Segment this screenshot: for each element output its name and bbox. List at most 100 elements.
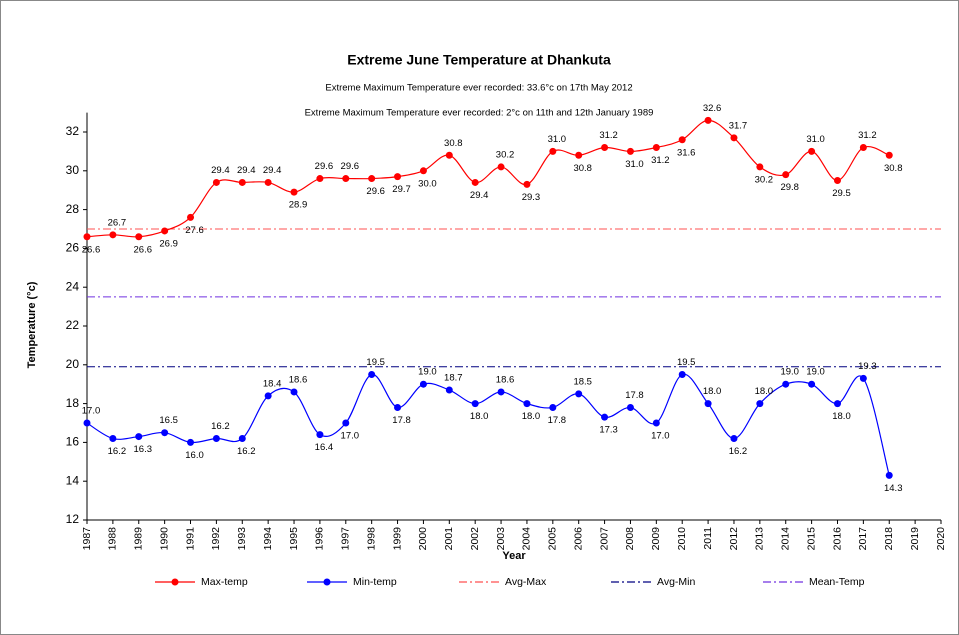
y-tick-label: 16: [66, 435, 80, 449]
data-label: 16.2: [237, 446, 256, 457]
marker: [523, 180, 531, 188]
x-tick-label: 2004: [521, 527, 533, 551]
data-label: 18.6: [496, 374, 515, 385]
marker: [471, 400, 479, 408]
marker: [833, 177, 841, 184]
x-tick-label: 1991: [184, 527, 196, 551]
x-tick-label: 1989: [133, 527, 145, 551]
marker: [394, 173, 402, 181]
x-tick-label: 2011: [702, 527, 714, 550]
data-label: 28.9: [289, 200, 308, 211]
data-label: 16.3: [134, 444, 153, 455]
subtitle: Extreme Maximum Temperature ever recorde…: [325, 83, 632, 94]
marker: [394, 403, 402, 411]
y-tick-label: 12: [66, 512, 80, 526]
data-label: 29.8: [780, 182, 799, 193]
marker: [264, 178, 272, 186]
x-tick-label: 1993: [236, 527, 248, 551]
x-tick-label: 2008: [624, 527, 636, 551]
data-label: 16.5: [159, 415, 178, 426]
marker: [885, 471, 893, 479]
marker: [109, 435, 117, 443]
data-label: 29.6: [315, 161, 334, 172]
x-tick-label: 2020: [935, 527, 947, 551]
data-label: 19.0: [418, 367, 437, 378]
data-label: 16.2: [729, 446, 748, 457]
data-label: 17.3: [599, 425, 618, 436]
data-label: 16.2: [211, 421, 230, 432]
legend-marker: [323, 578, 331, 586]
x-tick-label: 1988: [107, 527, 119, 551]
marker: [704, 116, 712, 124]
data-label: 19.0: [806, 367, 825, 378]
data-label: 16.0: [185, 450, 204, 461]
y-tick-label: 20: [66, 357, 80, 371]
x-tick-label: 2014: [780, 527, 792, 551]
data-label: 29.5: [832, 188, 851, 199]
marker: [445, 151, 453, 159]
x-axis-label: Year: [502, 550, 526, 562]
legend-label: Min-temp: [353, 576, 397, 588]
marker: [419, 167, 427, 175]
y-tick-label: 24: [66, 279, 80, 293]
marker: [290, 188, 298, 196]
y-tick-label: 14: [66, 473, 80, 487]
data-label: 31.0: [548, 134, 567, 145]
marker: [859, 374, 867, 382]
data-label: 17.0: [341, 431, 360, 442]
x-tick-label: 2001: [443, 527, 455, 551]
marker: [187, 213, 195, 221]
data-label: 26.9: [159, 238, 178, 249]
y-tick-label: 30: [66, 163, 80, 177]
x-tick-label: 2006: [572, 527, 584, 551]
legend-marker: [171, 578, 179, 586]
marker: [161, 429, 169, 437]
marker: [497, 388, 505, 396]
marker: [471, 178, 479, 186]
data-label: 30.2: [496, 149, 515, 160]
marker: [549, 403, 557, 411]
data-label: 31.2: [599, 130, 618, 141]
data-label: 26.6: [134, 244, 153, 255]
marker: [109, 231, 117, 239]
marker: [83, 419, 91, 427]
x-tick-label: 1994: [262, 527, 274, 551]
y-tick-label: 22: [66, 318, 80, 332]
data-label: 32.6: [703, 103, 722, 114]
legend-label: Mean-Temp: [809, 576, 865, 588]
x-tick-label: 1995: [288, 527, 300, 551]
marker: [730, 134, 738, 142]
marker: [756, 400, 764, 408]
x-tick-label: 1990: [158, 527, 170, 551]
marker: [187, 438, 195, 446]
y-tick-label: 26: [66, 241, 80, 255]
data-label: 14.3: [884, 483, 903, 494]
x-tick-label: 2015: [805, 527, 817, 551]
legend-label: Avg-Max: [505, 576, 547, 588]
data-label: 31.6: [677, 147, 696, 158]
marker: [161, 227, 169, 235]
marker: [678, 136, 686, 144]
marker: [756, 163, 764, 171]
data-label: 30.8: [573, 163, 592, 174]
data-label: 31.0: [625, 159, 644, 170]
marker: [782, 171, 790, 179]
marker: [83, 233, 91, 241]
marker: [212, 178, 220, 186]
data-label: 18.7: [444, 373, 463, 384]
data-label: 17.0: [82, 406, 101, 417]
data-label: 18.0: [703, 386, 722, 397]
x-tick-label: 1998: [365, 527, 377, 551]
legend-label: Max-temp: [201, 576, 248, 588]
data-label: 16.2: [108, 446, 127, 457]
y-axis-label: Temperature (°c): [26, 281, 38, 368]
marker: [212, 435, 220, 443]
data-label: 18.0: [755, 386, 774, 397]
data-label: 17.8: [548, 415, 567, 426]
data-label: 17.8: [625, 390, 644, 401]
data-label: 19.5: [677, 357, 696, 368]
marker: [678, 371, 686, 378]
data-label: 19.5: [366, 357, 385, 368]
marker: [264, 392, 272, 400]
data-label: 26.6: [82, 244, 101, 255]
